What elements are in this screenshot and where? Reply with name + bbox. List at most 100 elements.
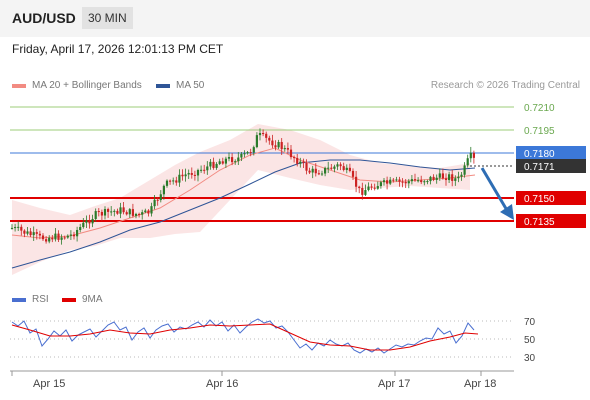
- timestamp: Friday, April 17, 2026 12:01:13 PM CET: [12, 42, 224, 56]
- candle-body: [460, 174, 463, 177]
- candle-body: [410, 179, 413, 182]
- candle-body: [258, 133, 262, 136]
- candle-body: [69, 234, 72, 236]
- candle-body: [463, 165, 466, 175]
- rsi-ma-swatch: [62, 297, 76, 302]
- candle-body: [54, 233, 57, 240]
- candle-body: [26, 231, 29, 234]
- candle-body: [72, 234, 76, 237]
- candle-body: [441, 173, 444, 179]
- candle-body: [280, 141, 283, 150]
- rsi-swatch: [12, 297, 26, 302]
- candle-body: [426, 181, 429, 183]
- candle-body: [227, 157, 231, 159]
- candle-body: [10, 227, 14, 229]
- timeframe-badge[interactable]: 30 MIN: [82, 7, 133, 29]
- candle-body: [100, 211, 103, 216]
- candle-body: [395, 179, 398, 181]
- candle-body: [438, 173, 441, 178]
- candles: [10, 128, 475, 245]
- candle-body: [209, 161, 212, 167]
- candle-body: [113, 210, 116, 212]
- candle-body: [398, 179, 401, 182]
- candle-body: [66, 235, 69, 238]
- candle-body: [48, 237, 51, 242]
- candle-body: [190, 173, 193, 175]
- candle-body: [91, 218, 94, 224]
- candle-body: [389, 179, 392, 184]
- forecast-arrowhead: [500, 204, 514, 220]
- rsi-ma-line: [11, 323, 479, 351]
- legend-ma20: MA 20 + Bollinger Bands: [12, 80, 142, 91]
- candle-body: [336, 164, 339, 167]
- candle-body: [376, 186, 379, 189]
- candle-body: [212, 161, 215, 168]
- candle-body: [444, 178, 448, 181]
- candle-body: [181, 174, 184, 177]
- candle-body: [35, 232, 38, 234]
- candle-body: [457, 176, 460, 179]
- candle-body: [88, 220, 91, 224]
- candle-body: [243, 153, 246, 155]
- x-label-apr17: Apr 17: [378, 378, 410, 390]
- candle-body: [293, 157, 296, 159]
- candle-body: [274, 145, 277, 148]
- candle-body: [175, 180, 178, 183]
- candle-body: [271, 140, 274, 146]
- candle-body: [382, 180, 386, 183]
- candle-body: [119, 207, 122, 214]
- candle-body: [94, 211, 97, 219]
- candle-body: [165, 180, 169, 186]
- candle-body: [172, 180, 175, 182]
- candle-body: [407, 181, 410, 184]
- level-s1-label: 0.7150: [524, 194, 555, 205]
- candle-body: [32, 232, 35, 236]
- candle-body: [144, 210, 147, 213]
- candle-body: [448, 174, 451, 181]
- candle-body: [404, 181, 407, 184]
- header-bar: AUD/USD 30 MIN: [0, 0, 590, 37]
- candle-body: [23, 230, 26, 234]
- candle-body: [314, 168, 317, 174]
- candle-body: [237, 157, 240, 162]
- candle-body: [423, 181, 426, 183]
- candle-body: [38, 233, 41, 236]
- forecast-arrow: [480, 167, 510, 213]
- candle-body: [125, 212, 128, 215]
- candle-body: [17, 226, 20, 228]
- candle-body: [51, 237, 54, 240]
- level-pivot-label: 0.7180: [524, 149, 555, 160]
- candle-body: [420, 180, 423, 183]
- candle-body: [386, 180, 389, 184]
- candle-body: [286, 148, 289, 150]
- candle-body: [141, 212, 144, 215]
- rsi-tick-50: 50: [524, 335, 536, 346]
- candle-body: [333, 166, 336, 169]
- x-label-apr16: Apr 16: [206, 378, 238, 390]
- candle-body: [348, 167, 351, 171]
- candle-body: [147, 210, 150, 214]
- candle-body: [76, 230, 79, 237]
- candle-body: [221, 161, 224, 164]
- legend-rsi: RSI: [12, 294, 49, 305]
- candle-body: [234, 161, 237, 163]
- candle-body: [122, 207, 125, 213]
- candle-body: [159, 194, 162, 201]
- candle-body: [432, 176, 435, 180]
- candle-body: [289, 149, 293, 158]
- candle-body: [311, 168, 314, 173]
- ma50-swatch: [156, 83, 170, 88]
- candle-body: [373, 187, 376, 189]
- x-label-apr15: Apr 15: [33, 378, 65, 390]
- candle-body: [317, 173, 320, 175]
- candle-body: [134, 213, 138, 216]
- candle-body: [472, 152, 475, 158]
- candle-body: [361, 187, 364, 195]
- candle-body: [451, 174, 454, 181]
- candle-body: [107, 209, 110, 212]
- candle-body: [392, 179, 395, 181]
- candle-body: [339, 164, 342, 167]
- support1-label-box: [516, 191, 586, 205]
- candle-body: [82, 222, 85, 228]
